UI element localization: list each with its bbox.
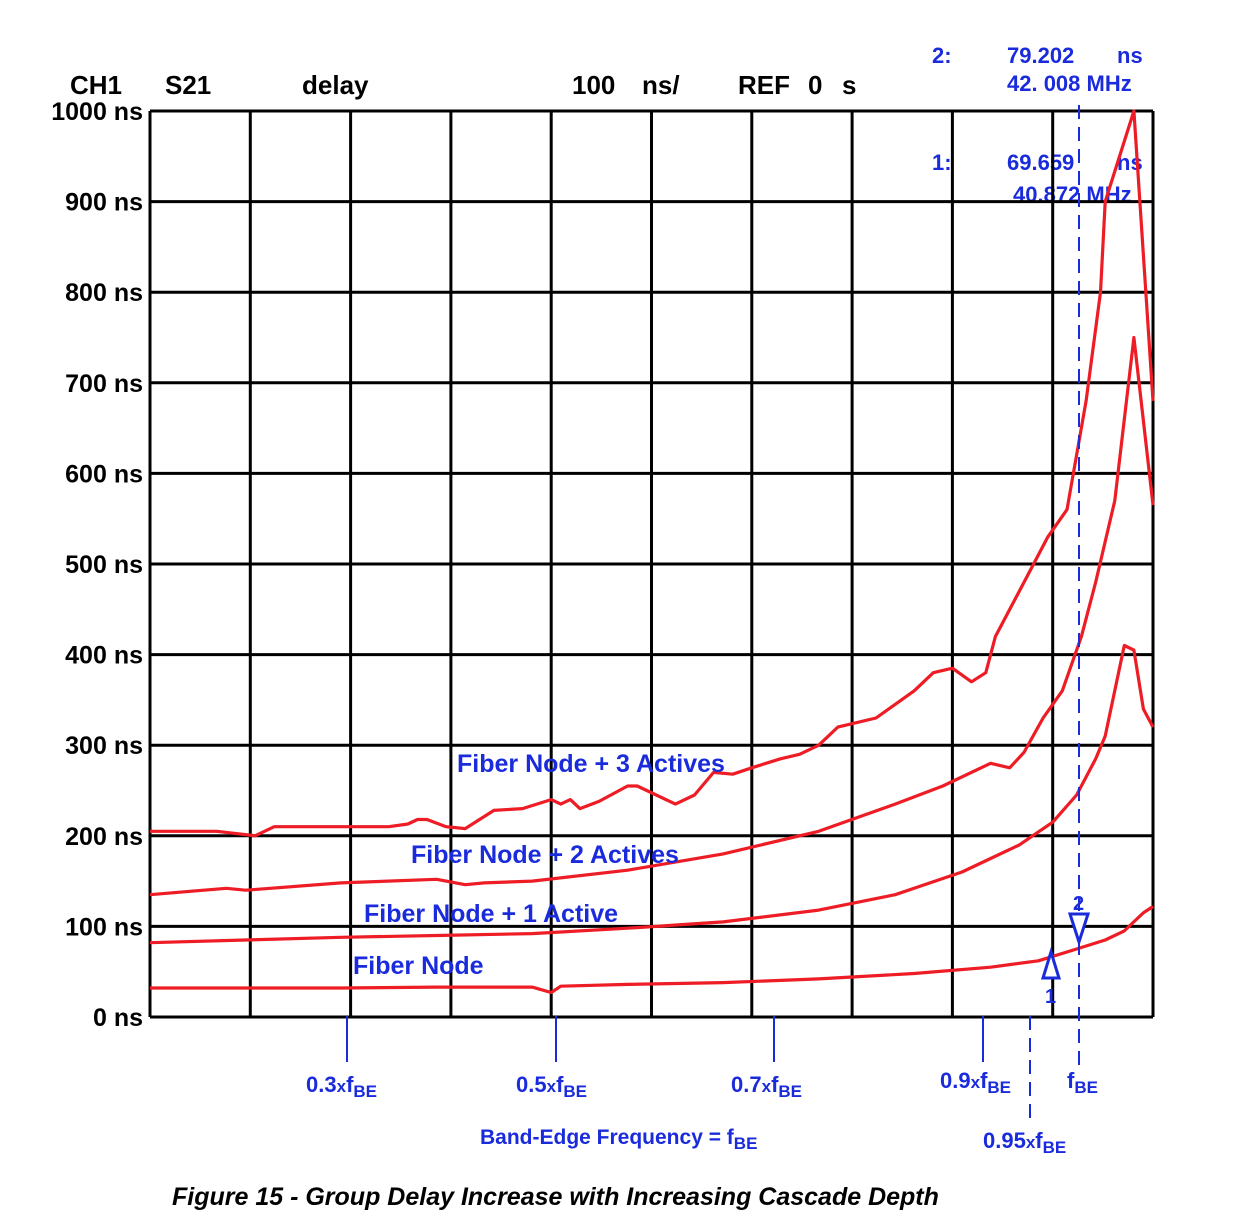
grid [148,109,1155,1019]
marker2-freq: 42. 008 MHz [1007,71,1132,96]
marker1-id: 1: [932,150,952,175]
series-line-2 [149,335,1155,897]
y-tick-label: 800 ns [65,279,143,307]
x-axis-title: Band-Edge Frequency = fBE [480,1126,757,1153]
scale-value: 100 [572,70,615,100]
marker2-symbol-label: 2 [1073,893,1084,915]
marker1-freq: 40.872 MHz [1013,182,1132,207]
traces [149,109,1155,995]
ref-label: REF [738,70,790,100]
channel-label: CH1 [70,70,122,100]
marker1-value: 69.659 [1007,150,1074,175]
marker2-symbol: 2 [1067,893,1091,947]
y-tick-label: 200 ns [65,823,143,851]
series-label-fn3: Fiber Node + 3 Actives [457,750,725,778]
x-label-0.9: 0.9xfBE [940,1068,1011,1097]
marker2-unit: ns [1117,43,1143,68]
format-label: delay [302,70,369,100]
marker2-id: 2: [932,43,952,68]
y-tick-label: 300 ns [65,732,143,760]
marker1-symbol-label: 1 [1045,986,1056,1008]
x-label-0.7: 0.7xfBE [731,1072,802,1101]
y-tick-label: 700 ns [65,370,143,398]
series-label-fn1: Fiber Node + 1 Active [364,900,618,928]
y-tick-label: 400 ns [65,642,143,670]
series-line-3 [150,109,1155,838]
y-tick-label: 1000 ns [51,98,143,126]
x-label-fbe: fBE [1067,1068,1098,1097]
param-label: S21 [165,70,211,100]
marker1-symbol: 1 [1040,946,1062,1008]
x-label-0.95: 0.95xfBE [983,1128,1066,1157]
y-tick-label: 0 ns [93,1004,143,1032]
y-tick-label: 100 ns [65,913,143,941]
marker2-value: 79.202 [1007,43,1074,68]
figure-caption: Figure 15 - Group Delay Increase with In… [172,1183,939,1211]
y-tick-label: 900 ns [65,189,143,217]
series-label-fn0: Fiber Node [353,952,484,980]
series-label-fn2: Fiber Node + 2 Actives [411,841,679,869]
y-tick-label: 500 ns [65,551,143,579]
y-axis-ticks: 0 ns 100 ns 200 ns 300 ns 400 ns 500 ns 600 ns… [51,98,143,1032]
ref-unit: s [842,70,856,100]
series-line-1 [149,643,1155,945]
series-line-0 [150,905,1154,995]
y-tick-label: 600 ns [65,460,143,488]
x-label-0.3: 0.3xfBE [306,1072,377,1101]
ref-value: 0 [808,70,822,100]
x-tick-marks [346,1016,1031,1122]
x-label-0.5: 0.5xfBE [516,1072,587,1101]
scale-unit: ns/ [642,70,680,100]
